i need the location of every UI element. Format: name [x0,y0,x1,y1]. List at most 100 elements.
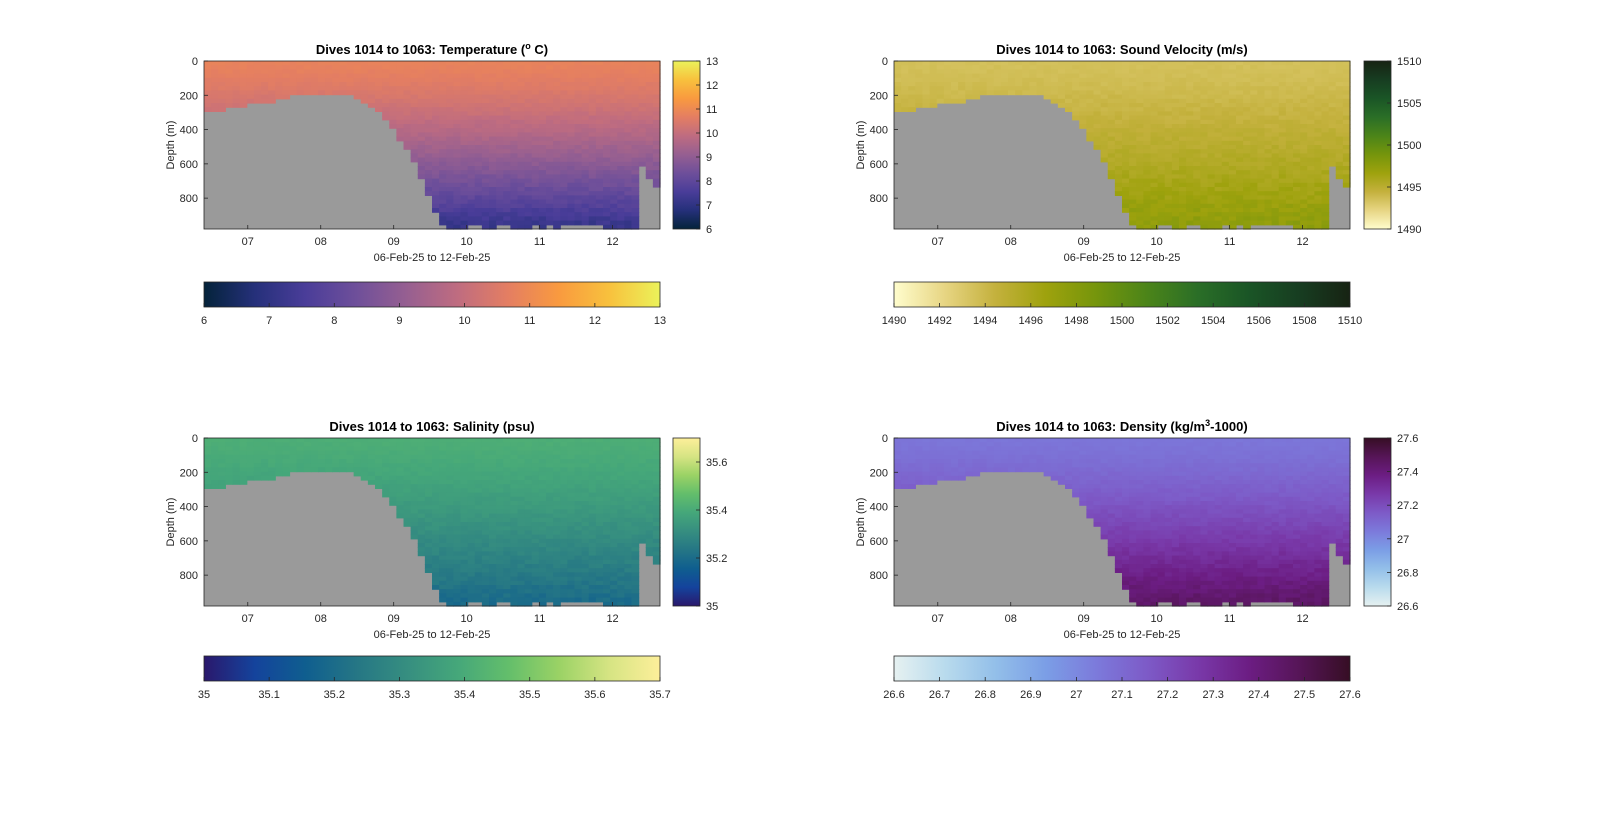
heatmap-cell [432,170,440,175]
heatmap-cell [496,145,504,150]
heatmap-cell [546,94,554,100]
heatmap-cell [1200,203,1209,209]
heatmap-cell [1136,107,1144,112]
heatmap-cell [446,212,454,217]
heatmap-cell [382,77,390,83]
heatmap-cell [1314,157,1323,163]
heatmap-cell [595,543,604,548]
heatmap-cell [204,450,212,456]
heatmap-cell [410,446,419,452]
heatmap-cell [1236,111,1244,117]
heatmap-cell [239,86,248,91]
heatmap-cell [474,534,483,540]
heatmap-cell [446,522,454,527]
heatmap-cell [1179,124,1187,129]
heatmap-cell [1150,161,1159,167]
heatmap-cell [553,61,561,66]
heatmap-cell [403,132,412,138]
colorbar-tick-label: 12 [706,80,718,92]
heatmap-cell [588,438,597,443]
heatmap-cell [1321,208,1330,213]
heatmap-cell [901,65,909,70]
heatmap-cell [574,161,583,167]
heatmap-cell [1300,199,1308,205]
heatmap-cell [467,509,476,515]
heatmap-cell [503,136,511,142]
heatmap-cell [531,178,540,184]
heatmap-cell [303,446,312,452]
heatmap-cell [1193,174,1201,180]
heatmap-cell [1093,136,1102,142]
heatmap-cell [581,216,590,222]
heatmap-cell [631,98,640,104]
heatmap-cell [446,526,454,531]
heatmap-cell [631,166,640,171]
heatmap-cell [581,593,590,599]
heatmap-cell [574,174,583,180]
heatmap-cell [574,568,583,573]
heatmap-cell [588,471,597,477]
heatmap-cell [546,174,554,180]
heatmap-cell [382,475,390,481]
heatmap-cell [446,94,454,100]
heatmap-cell [1307,208,1315,213]
heatmap-cell [389,488,397,494]
heatmap-cell [467,438,476,443]
heatmap-cell [538,509,547,515]
heatmap-cell [432,450,440,456]
heatmap-cell [524,555,533,561]
heatmap-cell [1100,119,1109,125]
heatmap-cell [1228,111,1237,117]
heatmap-cell [560,496,568,502]
heatmap-cell [410,157,419,163]
heatmap-cell [943,82,952,87]
heatmap-cell [382,438,390,443]
heatmap-cell [1179,94,1187,100]
heatmap-cell [517,564,526,569]
heatmap-cell [211,73,219,79]
heatmap-cell [1328,149,1337,154]
heatmap-cell [489,191,497,196]
heatmap-cell [1136,124,1144,129]
heatmap-cell [624,107,633,112]
heatmap-cell [1236,107,1244,112]
heatmap-cell [282,446,291,452]
heatmap-cell [1143,65,1152,70]
heatmap-cell [474,475,483,481]
heatmap-cell [496,589,504,594]
heatmap-cell [1150,103,1159,108]
heatmap-cell [524,463,533,468]
heatmap-cell [553,124,561,129]
heatmap-cell [638,128,647,133]
heatmap-cell [588,480,597,485]
heatmap-cell [1079,77,1087,83]
heatmap-cell [617,77,625,83]
heatmap-cell [1214,149,1223,154]
heatmap-cell [1243,82,1251,87]
heatmap-cell [375,94,383,100]
heatmap-cell [546,103,554,108]
heatmap-cell [453,86,462,91]
heatmap-cell [467,94,476,100]
heatmap-cell [211,94,219,100]
heatmap-cell [510,513,519,519]
heatmap-cell [460,224,469,230]
heatmap-cell [603,187,611,192]
heatmap-cell [481,115,490,121]
heatmap-cell [1236,212,1244,217]
heatmap-cell [1300,115,1308,121]
heatmap-cell [446,568,454,573]
heatmap-cell [1107,166,1116,171]
heatmap-cell [503,174,511,180]
heatmap-cell [204,90,212,96]
heatmap-cell [510,203,519,209]
heatmap-cell [574,107,583,112]
colorbar-tick-label: 1495 [1397,182,1421,194]
heatmap-cell [581,564,590,569]
heatmap-cell [403,73,412,79]
heatmap-cell [489,459,497,464]
heatmap-cell [1171,111,1180,117]
heatmap-cell [1207,199,1216,205]
heatmap-cell [915,94,924,100]
heatmap-cell [1321,161,1330,167]
